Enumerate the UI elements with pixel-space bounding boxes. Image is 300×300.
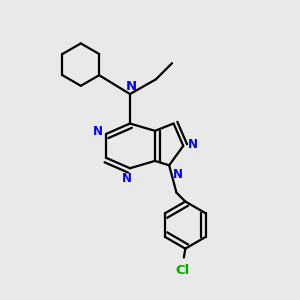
Text: N: N xyxy=(126,80,137,93)
Text: N: N xyxy=(122,172,131,185)
Text: N: N xyxy=(173,168,183,181)
Text: Cl: Cl xyxy=(175,264,190,277)
Text: N: N xyxy=(93,125,103,138)
Text: N: N xyxy=(188,138,197,151)
